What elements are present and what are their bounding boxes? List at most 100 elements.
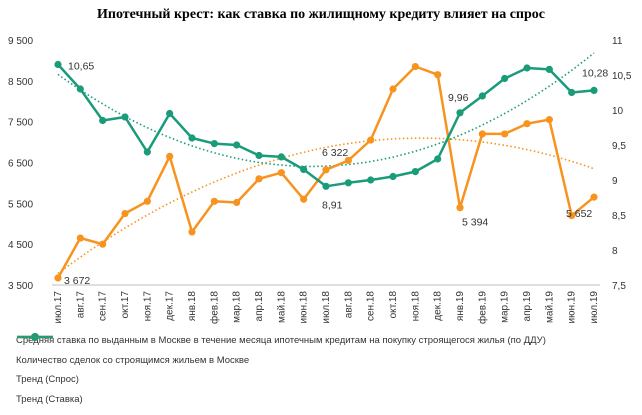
rate-point [434,71,442,79]
data-label: 5 652 [566,208,592,220]
right-tick-label: 8 [612,246,618,257]
left-tick-label: 7 500 [8,118,33,129]
data-label: 10,65 [68,61,94,73]
x-tick-label: окт.18 [388,291,399,319]
deals-point [456,109,464,117]
x-tick-label: апр.18 [254,291,265,322]
rate-point [143,197,151,205]
x-tick-label: мар.18 [232,291,243,323]
rate-point [545,116,553,124]
x-tick-label: авг.17 [75,291,86,319]
rate-point [233,198,241,207]
legend-label-deals: Количество сделок со строящимся жильем в… [16,354,250,366]
rate-point [166,152,174,160]
data-label: 10,28 [582,67,608,79]
left-tick-label: 6 500 [8,159,33,170]
data-label: 3 672 [64,275,90,287]
deals-point [143,148,151,156]
data-label: 9,96 [448,92,469,104]
rate-point [255,175,263,183]
right-tick-label: 7,5 [612,281,626,292]
deals-point [367,176,375,184]
deals-point [478,92,486,100]
chart-title: Ипотечный крест: как ставка по жилищному… [97,7,545,22]
x-tick-label: фев.19 [476,291,488,324]
left-tick-label: 5 500 [8,199,33,210]
legend-label-rate: Средняя ставка по выданным в Москве в те… [16,335,546,347]
legend-label-trend-demand: Тренд (Спрос) [16,374,79,386]
legend-item-trend-demand: Тренд (Спрос) [16,336,546,390]
x-tick-label: янв.19 [455,291,466,322]
rate-point [389,85,397,93]
x-tick-label: июл.19 [589,291,600,324]
rate-point [456,204,464,212]
legend-label-trend-rate: Тренд (Ставка) [16,393,83,405]
deals-point [344,179,352,187]
legend: Средняя ставка по выданным в Москве в те… [16,331,546,409]
rate-point [300,195,308,203]
deals-point [590,86,598,94]
left-tick-label: 9 500 [8,36,33,47]
x-tick-label: июн.18 [299,291,310,324]
deals-point [54,60,62,69]
legend-item-rate: Средняя ставка по выданным в Москве в те… [16,331,546,351]
x-tick-label: фев.18 [208,291,220,324]
deals-point [411,168,419,176]
x-tick-label: ноя.18 [410,291,421,322]
trend-line-rate [57,52,595,168]
right-tick-label: 10 [612,106,624,117]
x-tick-label: янв.18 [187,291,198,322]
deals-point [210,140,218,148]
rate-point [277,169,285,177]
deals-point [523,64,531,72]
rate-point [188,228,196,236]
deals-point [389,172,397,181]
x-tick-label: июл.17 [53,291,64,324]
rate-point [568,211,576,220]
deals-point [188,134,196,142]
x-tick-label: июн.19 [567,291,578,324]
rate-point [523,120,531,128]
legend-item-trend-rate: Тренд (Ставка) [16,336,546,410]
rate-point [478,130,486,138]
right-tick-label: 9,5 [612,141,626,152]
right-tick-label: 8,5 [612,211,626,222]
left-tick-label: 3 500 [8,281,33,292]
x-tick-label: май.18 [276,291,287,323]
rate-point [367,136,375,144]
x-tick-label: дек.18 [433,291,444,321]
rate-point [54,274,62,282]
rate-point [121,209,129,218]
deals-point [322,182,330,190]
x-tick-label: окт.17 [120,291,131,319]
deals-point [545,65,553,73]
x-tick-label: сен.18 [366,291,377,321]
rate-point [210,197,218,205]
rate-point [322,166,330,174]
x-tick-label: авг.18 [343,291,354,319]
left-tick-label: 8 500 [8,77,33,88]
deals-point [568,88,576,97]
deals-point [166,109,174,118]
x-tick-label: дек.17 [165,291,176,321]
legend-item-deals: Количество сделок со строящимся жильем в… [16,333,546,371]
deals-point [300,165,308,174]
deals-point [233,141,241,149]
right-tick-label: 10,5 [612,71,632,82]
x-tick-label: мар.19 [500,291,511,323]
rate-point [411,62,419,71]
deals-point [434,155,442,163]
x-tick-label: май.19 [544,291,555,323]
rate-point [99,240,107,248]
x-tick-label: ноя.17 [142,291,153,322]
right-tick-label: 11 [612,36,623,47]
rate-point [76,234,84,242]
x-tick-label: апр.19 [522,291,533,322]
deals-point [121,113,129,121]
data-label: 8,91 [322,199,343,211]
deals-point [501,74,509,83]
data-label: 5 394 [462,217,488,229]
data-label: 6 322 [322,147,348,159]
x-tick-label: июл.18 [321,291,332,324]
